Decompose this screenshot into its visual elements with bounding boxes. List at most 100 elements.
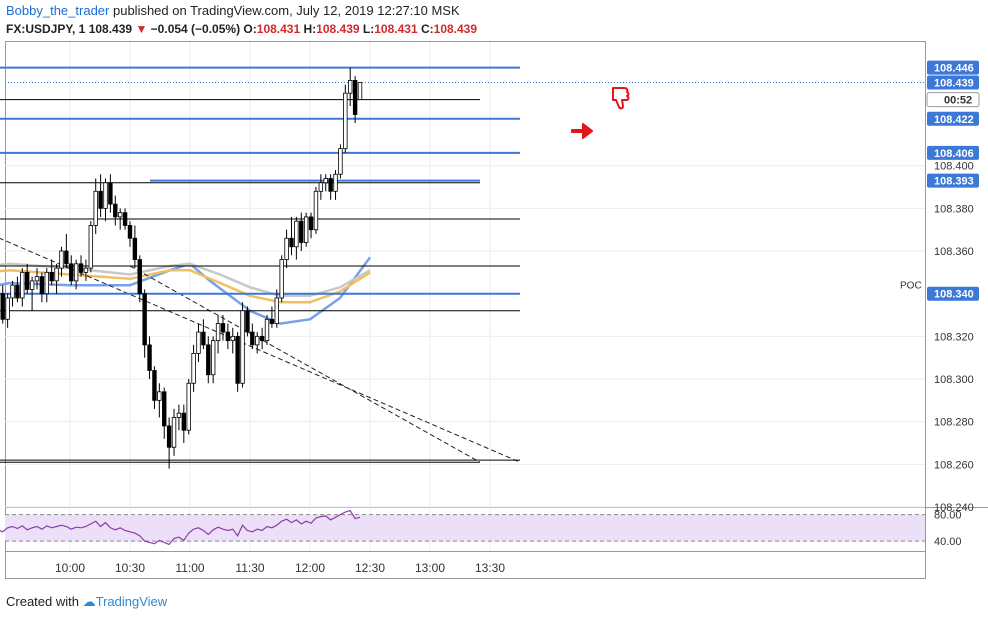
candle-body (44, 271, 49, 295)
candle-body (83, 267, 89, 273)
candle-body (338, 148, 343, 175)
candle-body (328, 178, 333, 192)
rsi-level-label: 80.00 (934, 510, 962, 522)
publish-info: published on TradingView.com, July 12, 2… (112, 3, 460, 18)
price-tag-label: 108.406 (934, 148, 974, 160)
candle-body (250, 331, 255, 346)
high-value: 108.439 (316, 22, 360, 36)
candle-body (132, 237, 138, 260)
x-tick-label: 11:30 (235, 561, 264, 575)
candle-body (352, 79, 358, 115)
candle-body (157, 391, 162, 401)
y-tick-label: 108.380 (934, 203, 974, 215)
candle-body (73, 263, 79, 282)
price-tag-box (926, 92, 980, 108)
time-axis: 10:00 10:30 11:00 11:30 12:00 12:30 13:00 13:30 (55, 561, 505, 575)
candle-body (103, 182, 108, 209)
high-label: H: (303, 22, 317, 36)
thumbs-down-icon (612, 87, 630, 110)
candle-body (240, 310, 245, 384)
price-tag-box (927, 145, 979, 160)
candle-body (171, 417, 177, 448)
candle-body (357, 82, 363, 100)
created-with-label: Created with (6, 594, 79, 609)
price-tag-box (927, 173, 979, 188)
rsi-line (0, 509, 361, 546)
candle-body (176, 412, 182, 418)
candle-body (294, 220, 299, 248)
candle-body (255, 335, 260, 346)
candle-body (201, 331, 206, 346)
rsi-pane: 80.00 40.00 (0, 510, 962, 548)
last-price: 108.439 (88, 22, 133, 36)
candle-body (259, 335, 265, 342)
candle-body (20, 271, 25, 299)
candle-body (147, 344, 152, 371)
price-tag-label: 108.340 (934, 289, 974, 301)
candle-body (299, 220, 304, 243)
candle-body (313, 190, 319, 231)
y-tick-label: 108.300 (934, 374, 974, 386)
x-tick-label: 13:30 (475, 561, 505, 575)
candle-body (196, 331, 201, 354)
y-tick-label: 108.280 (934, 417, 974, 429)
candle-body (69, 263, 74, 282)
candle-body (34, 276, 40, 282)
candle-body (64, 250, 69, 265)
open-label: O: (243, 22, 257, 36)
symbol-label: FX:USDJPY, 1 (6, 22, 86, 36)
candle-body (59, 250, 64, 269)
candle-body (186, 382, 191, 431)
candle-body (279, 259, 284, 299)
candle-body (117, 212, 123, 218)
candle-body (24, 271, 30, 290)
candle-body (54, 267, 59, 282)
candle-body (343, 92, 348, 150)
candle-body (181, 412, 187, 431)
x-tick-label: 10:00 (55, 561, 85, 575)
close-label: C: (420, 22, 434, 36)
close-value: 108.439 (433, 22, 478, 36)
candle-body (137, 259, 142, 295)
candle-body (0, 293, 5, 320)
low-value: 108.431 (374, 22, 418, 36)
candle-body (162, 391, 167, 427)
candles (0, 67, 363, 469)
price-tag-box (927, 60, 979, 75)
candle-body (5, 297, 10, 320)
candle-body (152, 370, 157, 401)
candle-body (166, 425, 172, 448)
candle-body (88, 225, 94, 269)
footer: Created with ☁TradingView (6, 594, 167, 610)
author-name[interactable]: Bobby_the_trader (6, 3, 110, 18)
candle-body (245, 310, 250, 333)
candle-body (15, 284, 20, 299)
price-tag-box (927, 286, 979, 301)
rsi-band (5, 514, 925, 542)
candle-body (264, 318, 270, 342)
buy-arrow-icon (571, 123, 593, 139)
price-change: −0.054 (−0.05%) (150, 22, 241, 36)
candle-body (142, 293, 147, 346)
price-tag-box (927, 75, 979, 90)
brand-label[interactable]: TradingView (95, 594, 168, 609)
price-tag-box (927, 111, 979, 126)
candle-body (215, 323, 221, 342)
rsi-level-label: 40.00 (934, 536, 962, 548)
tradingview-logo-icon: ☁ (82, 594, 96, 609)
poc-label: POC (900, 281, 922, 292)
markers (571, 87, 630, 139)
x-tick-label: 10:30 (115, 561, 145, 575)
candle-body (122, 212, 128, 226)
candle-body (323, 178, 328, 184)
candle-body (93, 190, 98, 226)
candle-body (39, 276, 45, 295)
moving-average-line (0, 256, 372, 325)
candle-body (210, 340, 216, 376)
y-tick-label: 108.260 (934, 459, 974, 471)
open-value: 108.431 (256, 22, 301, 36)
candle-body (78, 263, 84, 273)
down-arrow-icon: ▼ (135, 22, 148, 36)
publish-header: Bobby_the_trader published on TradingVie… (6, 3, 460, 18)
